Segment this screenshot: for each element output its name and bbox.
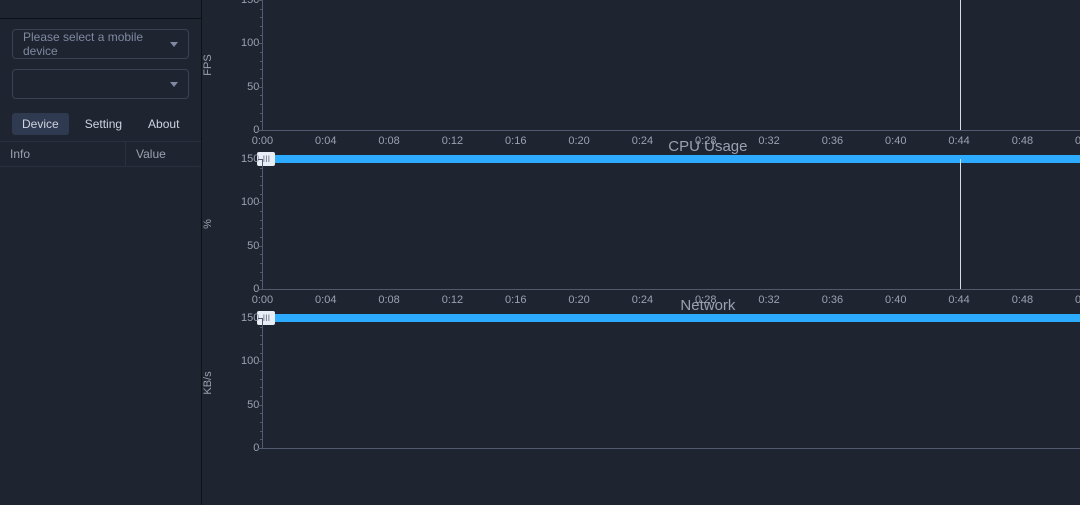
x-tick-label: 0:04 bbox=[315, 294, 336, 306]
x-tick-label: 0:32 bbox=[758, 294, 779, 306]
tab-device[interactable]: Device bbox=[12, 113, 69, 135]
x-tick-label: 0:44 bbox=[948, 135, 969, 147]
time-cursor bbox=[960, 159, 961, 289]
y-tick-label: 150 bbox=[233, 153, 259, 165]
x-tick-label: 0:24 bbox=[632, 135, 653, 147]
secondary-select[interactable] bbox=[12, 69, 189, 99]
y-tick-label: 50 bbox=[233, 81, 259, 93]
x-tick-label: 0:00 bbox=[252, 135, 273, 147]
chevron-down-icon bbox=[170, 42, 178, 47]
y-axis-label: KB/s bbox=[202, 371, 214, 394]
x-tick-label: 0:24 bbox=[632, 294, 653, 306]
main-panel: FPS0501001500:000:040:080:120:160:200:24… bbox=[202, 0, 1080, 505]
x-tick-label: 0:16 bbox=[505, 135, 526, 147]
x-axis: 0:000:040:080:120:160:200:240:280:320:36… bbox=[262, 294, 1080, 308]
chart-plot-area: 050100150 bbox=[262, 0, 1080, 131]
info-col-header: Info bbox=[0, 142, 126, 166]
x-tick-label: 0:20 bbox=[568, 135, 589, 147]
y-axis-label: FPS bbox=[202, 54, 214, 75]
x-tick-label: 0:00 bbox=[252, 294, 273, 306]
x-tick-label: 0:40 bbox=[885, 135, 906, 147]
x-tick-label: 0:52 bbox=[1075, 135, 1080, 147]
x-tick-label: 0:48 bbox=[1012, 135, 1033, 147]
sidebar-topbar bbox=[0, 0, 201, 19]
device-select-label: Please select a mobile device bbox=[23, 30, 170, 58]
y-tick-label: 50 bbox=[233, 399, 259, 411]
x-tick-label: 0:32 bbox=[758, 135, 779, 147]
x-tick-label: 0:12 bbox=[442, 294, 463, 306]
info-table: Info Value bbox=[0, 141, 201, 167]
y-tick-label: 100 bbox=[233, 355, 259, 367]
y-tick-label: 100 bbox=[233, 37, 259, 49]
chart-plot-area: 050100150 bbox=[262, 318, 1080, 449]
x-tick-label: 0:16 bbox=[505, 294, 526, 306]
x-tick-label: 0:20 bbox=[568, 294, 589, 306]
sidebar: Please select a mobile device Device Sett… bbox=[0, 0, 202, 505]
y-tick-label: 150 bbox=[233, 312, 259, 324]
x-tick-label: 0:48 bbox=[1012, 294, 1033, 306]
x-tick-label: 0:12 bbox=[442, 135, 463, 147]
x-tick-label: 0:44 bbox=[948, 294, 969, 306]
chart-plot-area: 050100150 bbox=[262, 159, 1080, 290]
x-tick-label: 0:36 bbox=[822, 294, 843, 306]
tab-setting[interactable]: Setting bbox=[75, 113, 132, 135]
x-tick-label: 0:28 bbox=[695, 294, 716, 306]
tab-about[interactable]: About bbox=[138, 113, 189, 135]
x-tick-label: 0:28 bbox=[695, 135, 716, 147]
sidebar-tabs: Device Setting About bbox=[0, 113, 201, 135]
value-col-header: Value bbox=[126, 147, 166, 161]
x-tick-label: 0:08 bbox=[378, 294, 399, 306]
y-axis-label: % bbox=[202, 219, 214, 229]
x-tick-label: 0:36 bbox=[822, 135, 843, 147]
device-select[interactable]: Please select a mobile device bbox=[12, 29, 189, 59]
x-tick-label: 0:40 bbox=[885, 294, 906, 306]
y-tick-label: 100 bbox=[233, 196, 259, 208]
y-tick-label: 0 bbox=[233, 442, 259, 454]
time-cursor bbox=[960, 0, 961, 130]
x-tick-label: 0:04 bbox=[315, 135, 336, 147]
y-tick-label: 150 bbox=[233, 0, 259, 6]
x-axis: 0:000:040:080:120:160:200:240:280:320:36… bbox=[262, 135, 1080, 149]
y-tick-label: 50 bbox=[233, 240, 259, 252]
chevron-down-icon bbox=[170, 82, 178, 87]
x-tick-label: 0:52 bbox=[1075, 294, 1080, 306]
x-tick-label: 0:08 bbox=[378, 135, 399, 147]
